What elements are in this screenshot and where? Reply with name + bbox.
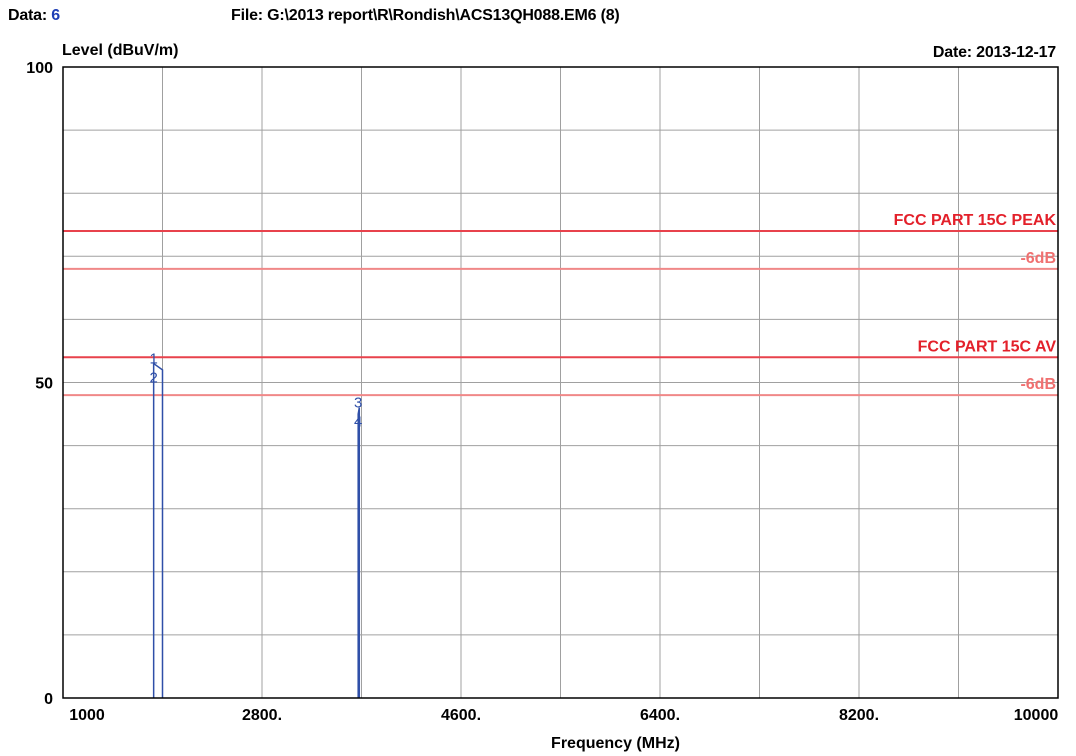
x-tick-label: 1000 [69,707,105,724]
limit-lines: FCC PART 15C PEAK -6dB FCC PART 15C AV -6dB [63,212,1058,397]
date-readout: Date: 2013-12-17 [932,44,1056,61]
x-tick-label: 2800. [242,707,282,724]
data-label: Data: [8,7,48,24]
x-tick-label: 8200. [839,707,879,724]
data-readout: Data: 6 [8,7,60,25]
x-axis-title: Frequency (MHz) [551,735,680,752]
marker-label: 3 [354,395,362,412]
y-tick-label: 100 [26,60,53,77]
data-value: 6 [51,7,60,24]
limit-line-label: FCC PART 15C AV [918,338,1057,355]
x-tick-label: 6400. [640,707,680,724]
emission-trace [152,362,164,698]
grid [62,66,1059,699]
marker-label: 2 [149,370,157,387]
y-axis-title: Level (dBuV/m) [62,42,178,59]
x-tick-label: 4600. [441,707,481,724]
axes: 0 50 100 1000 2800. 4600. 6400. 8200. 10000 Level… [26,42,1059,752]
markers: 1 2 3 4 [149,351,362,431]
traces [152,362,361,698]
plot-frame [62,66,1059,699]
margin-line-label: -6dB [1020,250,1056,267]
marker-label: 4 [354,414,362,431]
emission-trace [357,407,361,698]
y-tick-label: 50 [35,376,53,393]
marker-label: 1 [149,351,157,368]
file-path: File: G:\2013 report\R\Rondish\ACS13QH08… [231,7,620,24]
x-tick-label: 10000 [1014,707,1059,724]
margin-line-label: -6dB [1020,376,1056,393]
y-tick-label: 0 [44,691,53,708]
limit-line-label: FCC PART 15C PEAK [894,212,1057,229]
